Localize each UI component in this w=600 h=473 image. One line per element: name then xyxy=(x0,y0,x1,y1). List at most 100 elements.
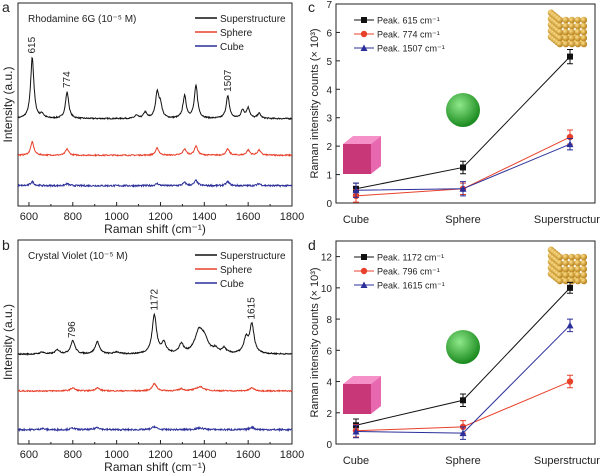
spectrum-sphere xyxy=(17,141,293,158)
data-point-circle xyxy=(360,267,368,275)
category-label: Sphere xyxy=(445,455,480,467)
data-point-triangle xyxy=(566,321,574,329)
x-tick-label: 1800 xyxy=(280,211,304,223)
peak-annotation: 615 xyxy=(27,36,38,53)
gold-ball xyxy=(556,277,564,285)
gold-ball xyxy=(580,22,588,30)
y-tick-label: 7 xyxy=(326,0,332,11)
gold-ball xyxy=(568,271,576,279)
panel-letter: c xyxy=(308,0,315,15)
gold-ball xyxy=(580,40,588,48)
legend-label: Peak. 796 cm⁻¹ xyxy=(377,267,440,277)
gold-ball xyxy=(562,265,570,273)
peak-annotation: 774 xyxy=(62,71,73,88)
gold-ball xyxy=(574,40,582,48)
chart-title: Rhodamine 6G (10⁻⁵ M) xyxy=(28,14,136,25)
data-point-square xyxy=(460,397,466,404)
data-point-triangle xyxy=(459,429,467,437)
gold-ball xyxy=(562,259,570,267)
x-axis-label: Raman shift (cm⁻¹) xyxy=(104,460,206,473)
plot-frame xyxy=(335,240,596,445)
legend-label: Superstructure xyxy=(220,251,286,262)
x-tick-label: 600 xyxy=(20,211,38,223)
x-tick-label: 1600 xyxy=(236,449,260,461)
peak-annotation: 1507 xyxy=(223,69,234,92)
y-tick-label: 6 xyxy=(326,28,332,39)
data-point-square xyxy=(567,53,573,60)
peak-annotation: 1615 xyxy=(246,297,257,320)
gold-ball xyxy=(556,265,564,273)
data-point-triangle xyxy=(566,140,574,148)
y-tick-label: 2 xyxy=(326,409,332,420)
y-tick-label: 3 xyxy=(326,114,332,125)
data-point-square xyxy=(361,17,367,23)
gold-ball xyxy=(562,253,570,261)
y-tick-label: 10 xyxy=(321,284,333,295)
cube-front xyxy=(343,144,371,174)
panel-c: c 0 1 2 3 4 5 6 7 Cube Sphere Superstructure Raman i… xyxy=(308,0,600,226)
gold-ball xyxy=(580,265,588,273)
green-sphere-illustration xyxy=(446,330,480,364)
spectrum-cube xyxy=(17,424,293,433)
x-tick-label: 1400 xyxy=(192,211,216,223)
x-tick-label: 1600 xyxy=(236,211,260,223)
data-point-triangle xyxy=(459,185,467,192)
category-label: Cube xyxy=(343,455,369,467)
y-tick-label: 8 xyxy=(326,315,332,326)
gold-ball xyxy=(580,253,588,261)
plot-frame xyxy=(17,239,293,445)
x-tick-label: 1800 xyxy=(280,449,304,461)
x-tick-label: 1000 xyxy=(104,211,128,223)
spectrum-cube xyxy=(17,179,293,188)
x-tick-label: 1000 xyxy=(104,449,128,461)
y-tick-label: 0 xyxy=(326,440,332,451)
gold-ball xyxy=(568,259,576,267)
legend-label: Peak. 774 cm⁻¹ xyxy=(377,30,440,40)
gold-ball xyxy=(568,265,576,273)
legend-label: Sphere xyxy=(220,265,253,276)
gold-ball xyxy=(562,271,570,279)
legend-label: Peak. 1172 cm⁻¹ xyxy=(377,253,444,263)
gold-ball xyxy=(568,40,576,48)
panel-letter: a xyxy=(2,0,10,15)
gold-ball xyxy=(562,28,570,36)
data-point-triangle xyxy=(352,428,360,435)
spectrum-superstructure xyxy=(17,312,293,356)
y-tick-label: 12 xyxy=(321,253,333,264)
gold-ball xyxy=(568,28,576,36)
gold-ball xyxy=(556,16,564,24)
gold-ball xyxy=(580,277,588,285)
gold-ball xyxy=(568,253,576,261)
peak-annotation: 1172 xyxy=(149,289,160,311)
gold-ball xyxy=(574,277,582,285)
legend-label: Peak. 1615 cm⁻¹ xyxy=(377,281,445,291)
gold-ball xyxy=(568,22,576,30)
spectrum-sphere xyxy=(17,382,293,393)
gold-ball xyxy=(574,259,582,267)
gold-ball xyxy=(562,34,570,42)
x-tick-label: 800 xyxy=(64,449,82,461)
gold-ball xyxy=(574,253,582,261)
plot-frame xyxy=(17,2,293,207)
data-point-circle xyxy=(566,378,574,385)
category-label: Superstructure xyxy=(534,214,600,226)
y-axis-label: Intensity (a.u.) xyxy=(1,304,15,380)
panel-a: a 600 800 1000 1200 1400 1600 1800 Raman shift (… xyxy=(1,0,304,236)
gold-ball xyxy=(556,271,564,279)
x-tick-label: 1200 xyxy=(148,449,172,461)
panel-d: d 0 2 4 6 8 10 12 Cube Sphere Superstructure Raman … xyxy=(308,237,600,467)
data-point-circle xyxy=(360,30,368,38)
data-point-triangle xyxy=(360,281,368,288)
legend-label: Cube xyxy=(220,279,244,290)
x-axis-label: Raman shift (cm⁻¹) xyxy=(104,222,206,236)
plot-frame xyxy=(335,3,596,204)
chart-title: Crystal Violet (10⁻⁵ M) xyxy=(28,251,128,262)
panel-letter: b xyxy=(2,237,10,253)
category-label: Cube xyxy=(343,214,369,226)
spectrum-superstructure xyxy=(17,56,293,121)
gold-superstructure-illustration xyxy=(547,9,588,48)
y-tick-label: 0 xyxy=(326,199,332,210)
y-tick-label: 1 xyxy=(326,171,332,182)
data-point-triangle xyxy=(360,44,368,51)
